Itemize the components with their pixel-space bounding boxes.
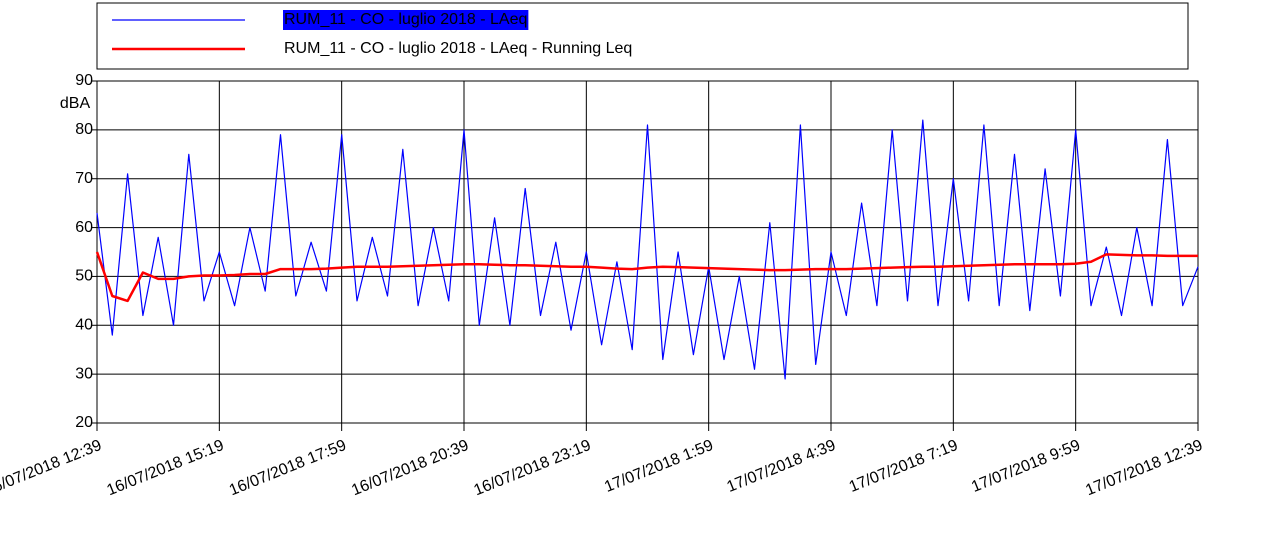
x-tick-label: 17/07/2018 12:39	[1083, 437, 1205, 499]
x-tick-label: 16/07/2018 12:39	[0, 437, 104, 499]
x-tick-label: 16/07/2018 23:19	[472, 437, 594, 499]
y-tick-label: 90	[75, 72, 93, 89]
y-tick-label: 80	[75, 121, 93, 138]
x-tick-label: 16/07/2018 15:19	[105, 437, 227, 499]
x-tick-label: 17/07/2018 9:59	[969, 437, 1083, 496]
legend-label: RUM_11 - CO - luglio 2018 - LAeq - Runni…	[284, 40, 632, 57]
y-tick-label: 40	[75, 317, 93, 334]
x-tick-label: 17/07/2018 4:39	[724, 437, 838, 496]
y-tick-label: 30	[75, 365, 93, 382]
series-line	[96, 119, 1199, 380]
legend-label: RUM_11 - CO - luglio 2018 - LAeq	[284, 11, 527, 28]
y-tick-label: 20	[75, 414, 93, 431]
x-tick-label: 16/07/2018 20:39	[349, 437, 471, 499]
y-axis-label: dBA	[60, 95, 91, 112]
y-tick-label: 60	[75, 219, 93, 236]
legend-box	[96, 2, 1189, 70]
x-tick-label: 16/07/2018 17:59	[227, 437, 349, 499]
y-tick-label: 70	[75, 170, 93, 187]
x-tick-label: 17/07/2018 1:59	[602, 437, 716, 496]
y-tick-label: 50	[75, 268, 93, 285]
legend-highlight	[283, 10, 529, 30]
x-tick-label: 17/07/2018 7:19	[847, 437, 961, 496]
series-line	[95, 251, 1198, 303]
